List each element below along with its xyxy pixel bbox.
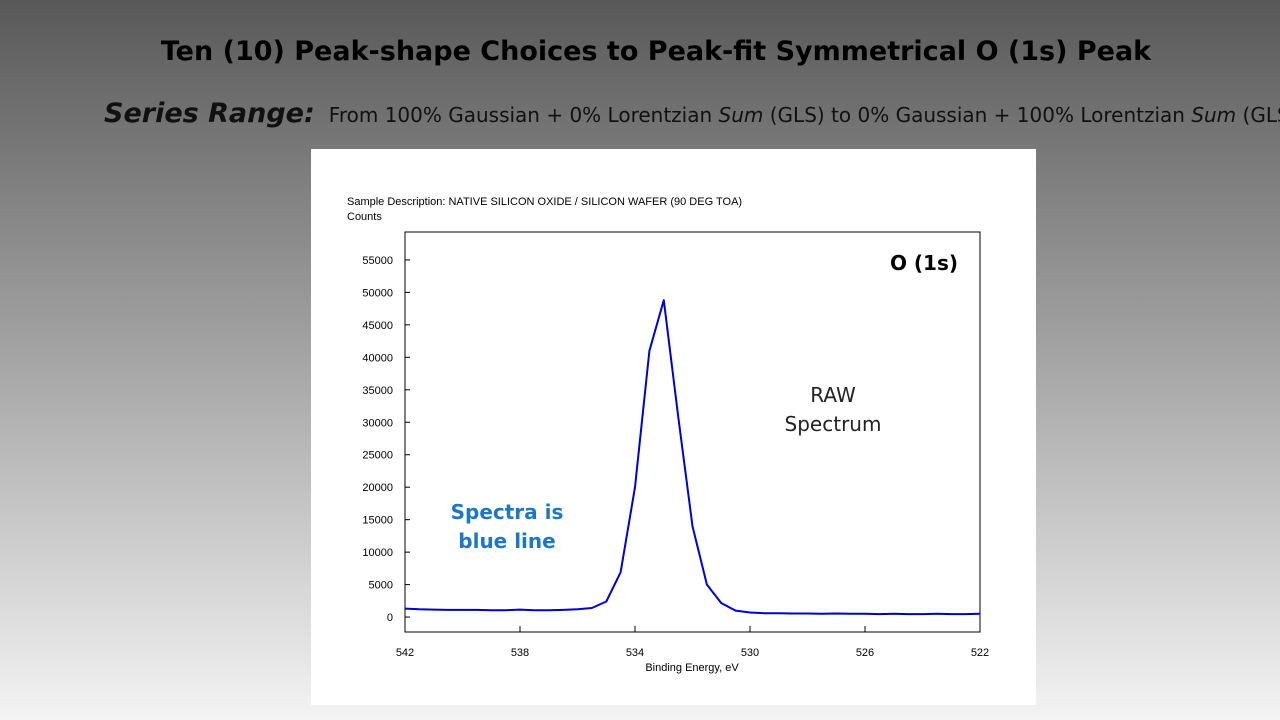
plot-frame	[404, 231, 981, 633]
y-tick-label: 25000	[362, 450, 393, 462]
y-tick-label: 20000	[362, 482, 393, 494]
slide-title: Ten (10) Peak-shape Choices to Peak-fit …	[161, 36, 1152, 67]
subtitle-part: From 100% Gaussian + 0% Lorentzian	[329, 103, 719, 127]
annotation: Spectrum	[785, 412, 882, 436]
annotation: Spectra is	[451, 500, 564, 524]
sample-description: Sample Description: NATIVE SILICON OXIDE…	[347, 196, 742, 208]
x-tick-label: 542	[396, 647, 414, 659]
y-tick-label: 55000	[362, 255, 393, 267]
subtitle-part: (GLS) to 0% Gaussian + 100% Lorentzian	[763, 103, 1191, 127]
y-tick-label: 15000	[362, 515, 393, 527]
subtitle-part: (GLS)	[1236, 103, 1280, 127]
y-tick-label: 30000	[362, 417, 393, 429]
y-tick-label: 0	[387, 612, 393, 624]
spectrum-line	[404, 299, 981, 616]
x-tick-label: 522	[971, 647, 989, 659]
y-tick-label: 35000	[362, 385, 393, 397]
y-tick-label: 45000	[362, 320, 393, 332]
x-tick-label: 538	[511, 647, 529, 659]
x-axis-label: Binding Energy, eV	[645, 662, 739, 674]
annotation: RAW	[810, 383, 856, 407]
subtitle-lead: Series Range:	[104, 98, 315, 129]
y-tick-label: 50000	[362, 287, 393, 299]
y-tick-label: 10000	[362, 547, 393, 559]
y-tick-label: 5000	[369, 580, 393, 592]
y-axis-label: Counts	[347, 211, 382, 223]
annotation: blue line	[458, 529, 555, 553]
x-tick-label: 530	[741, 647, 759, 659]
subtitle-part: Sum	[1191, 103, 1236, 127]
x-tick-label: 526	[856, 647, 874, 659]
annotation: O (1s)	[890, 251, 958, 275]
chart-panel	[311, 149, 1036, 705]
x-tick-label: 534	[626, 647, 644, 659]
y-tick-label: 40000	[362, 352, 393, 364]
subtitle: Series Range: From 100% Gaussian + 0% Lor…	[104, 98, 1280, 129]
subtitle-part: Sum	[719, 103, 764, 127]
